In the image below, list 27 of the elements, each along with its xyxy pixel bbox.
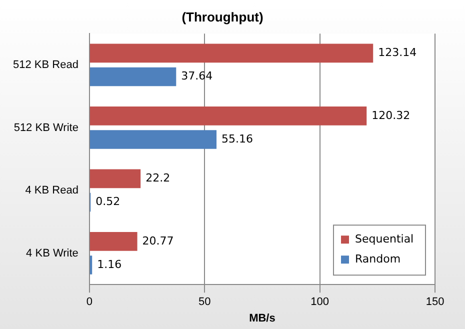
bar (90, 256, 92, 274)
data-label: 123.14 (378, 46, 417, 60)
data-label: 120.32 (372, 108, 410, 122)
y-tick-label: 4 KB Read (25, 184, 78, 197)
data-label: 1.16 (97, 258, 122, 271)
bar (90, 169, 141, 188)
x-axis-title: MB/s (249, 312, 276, 324)
x-tick-label: 50 (198, 296, 211, 308)
bar (90, 232, 138, 251)
data-label: 55.16 (222, 132, 254, 146)
data-label: 37.64 (181, 70, 213, 83)
bar (90, 44, 374, 63)
bar (90, 130, 217, 149)
legend-label: Random (355, 252, 401, 266)
x-tick-label: 100 (310, 296, 329, 308)
chart-title: (Throughput) (182, 9, 264, 24)
bar (90, 106, 367, 126)
x-tick-label: 0 (86, 296, 92, 308)
y-tick-label: 512 KB Read (13, 59, 78, 72)
x-tick-label: 150 (426, 296, 444, 308)
y-tick-label: 4 KB Write (26, 247, 78, 260)
legend-label: Sequential (355, 232, 414, 246)
data-label: 22.2 (146, 172, 170, 185)
data-label: 20.77 (142, 234, 174, 248)
bar (90, 67, 176, 86)
y-tick-label: 512 KB Write (14, 122, 78, 134)
data-label: 0.52 (96, 195, 120, 208)
